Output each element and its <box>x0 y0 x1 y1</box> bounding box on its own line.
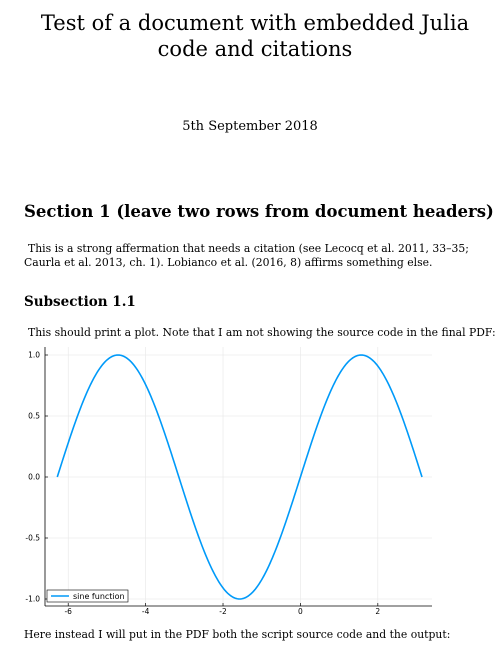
paragraph-citations: This is a strong affermation that needs … <box>24 242 469 269</box>
x-tick-label: -4 <box>142 607 150 614</box>
legend-label: sine function <box>73 592 125 601</box>
y-tick-label: -1.0 <box>25 595 40 604</box>
y-tick-label: 0.5 <box>28 412 40 421</box>
sine-plot: -6 -4 -2 0 2 -1.0 -0.5 0.0 0.5 1.0 sine function <box>25 347 432 615</box>
sine-function-line <box>56 354 423 600</box>
document-title: Test of a document with embedded Julia c… <box>40 11 470 61</box>
paragraph-script-intro: Here instead I will put in the PDF both … <box>24 628 451 641</box>
x-tick-label: 2 <box>375 607 380 614</box>
plot-axes <box>44 347 432 607</box>
legend-box <box>46 589 129 603</box>
plot-tick-labels: -6 -4 -2 0 2 -1.0 -0.5 0.0 0.5 1.0 <box>25 351 380 615</box>
paragraph-plot-intro: This should print a plot. Note that I am… <box>28 326 496 339</box>
y-tick-label: 1.0 <box>28 351 40 360</box>
plot-grid <box>45 347 432 606</box>
x-tick-label: -6 <box>64 607 72 614</box>
plot-ticks <box>45 354 379 606</box>
y-tick-label: -0.5 <box>25 534 40 543</box>
x-tick-label: -2 <box>219 607 227 614</box>
subsection-heading: Subsection 1.1 <box>24 294 136 310</box>
plot-legend: sine function <box>46 589 129 603</box>
y-tick-label: 0.0 <box>28 473 40 482</box>
section-heading: Section 1 (leave two rows from document … <box>24 202 494 221</box>
x-tick-label: 0 <box>298 607 303 614</box>
document-date: 5th September 2018 <box>182 119 318 134</box>
